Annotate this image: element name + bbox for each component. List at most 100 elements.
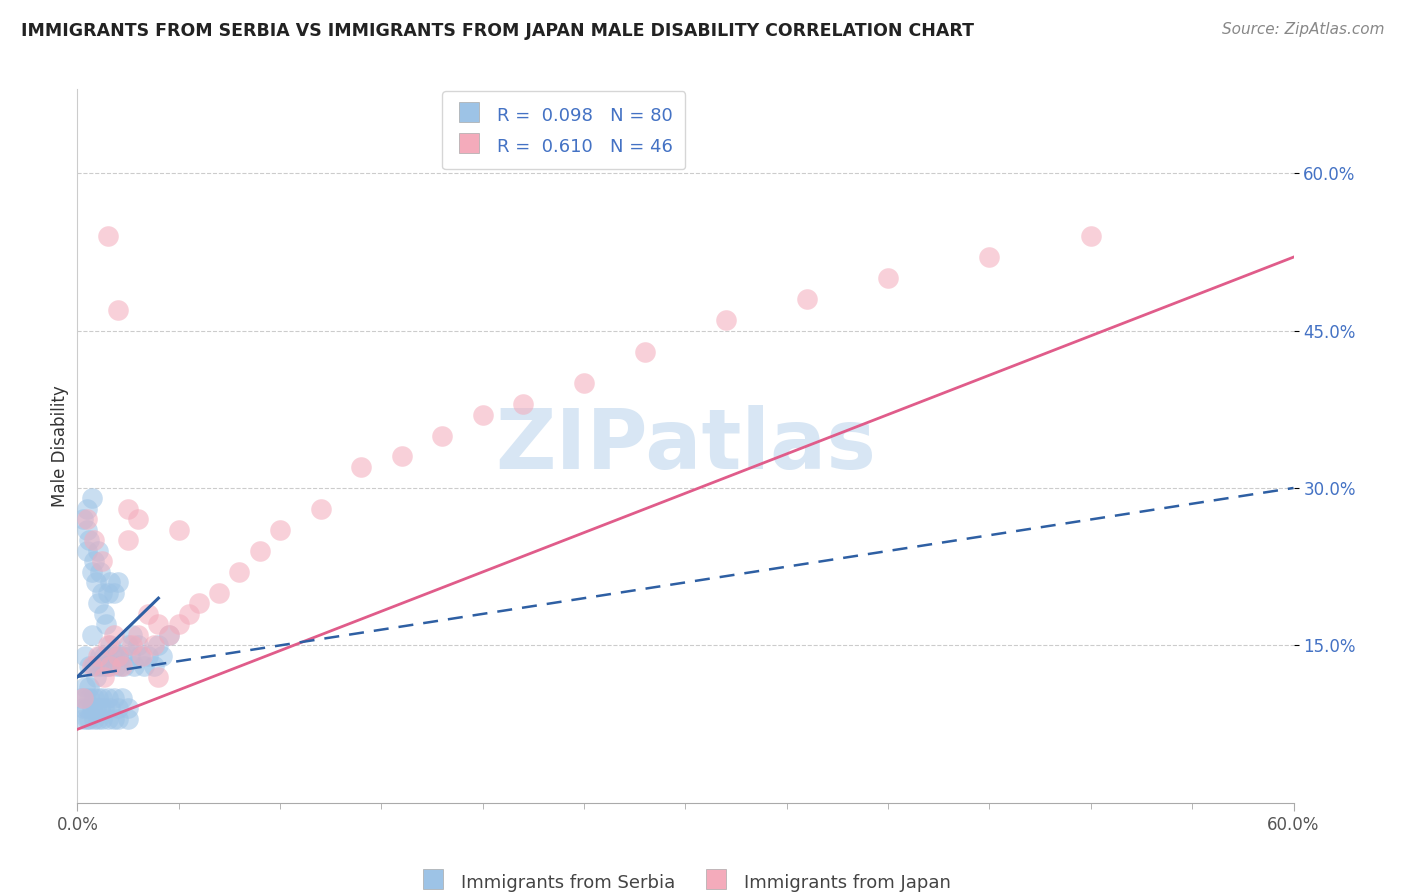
Point	[979, 250, 1001, 264]
Point	[117, 639, 139, 653]
Point	[188, 596, 211, 610]
Point	[103, 628, 125, 642]
Point	[89, 565, 111, 579]
Point	[134, 659, 156, 673]
Point	[72, 712, 94, 726]
Point	[75, 648, 97, 663]
Point	[108, 659, 131, 673]
Point	[121, 628, 143, 642]
Point	[72, 701, 94, 715]
Point	[90, 586, 112, 600]
Point	[122, 659, 145, 673]
Point	[79, 690, 101, 705]
Point	[634, 344, 657, 359]
Point	[177, 607, 200, 621]
Point	[127, 639, 149, 653]
Text: IMMIGRANTS FROM SERBIA VS IMMIGRANTS FROM JAPAN MALE DISABILITY CORRELATION CHAR: IMMIGRANTS FROM SERBIA VS IMMIGRANTS FRO…	[21, 22, 974, 40]
Point	[97, 639, 120, 653]
Point	[512, 397, 534, 411]
Point	[796, 292, 818, 306]
Point	[98, 659, 121, 673]
Point	[93, 648, 115, 663]
Point	[98, 575, 121, 590]
Point	[86, 596, 108, 610]
Point	[76, 712, 98, 726]
Point	[98, 639, 121, 653]
Point	[103, 648, 125, 663]
Point	[93, 607, 115, 621]
Text: ZIPatlas: ZIPatlas	[495, 406, 876, 486]
Point	[391, 450, 413, 464]
Point	[80, 659, 103, 673]
Point	[112, 659, 135, 673]
Point	[76, 701, 98, 715]
Point	[84, 575, 107, 590]
Point	[79, 533, 101, 548]
Point	[136, 607, 159, 621]
Point	[148, 617, 170, 632]
Point	[86, 659, 108, 673]
Point	[72, 512, 94, 526]
Point	[167, 523, 190, 537]
Point	[101, 648, 124, 663]
Point	[107, 701, 129, 715]
Point	[877, 271, 900, 285]
Point	[148, 670, 170, 684]
Point	[350, 460, 373, 475]
Point	[129, 648, 152, 663]
Point	[572, 376, 595, 390]
Point	[89, 701, 111, 715]
Point	[83, 712, 105, 726]
Point	[228, 565, 250, 579]
Point	[714, 313, 737, 327]
Point	[86, 690, 108, 705]
Point	[208, 586, 231, 600]
Point	[143, 639, 166, 653]
Legend: Immigrants from Serbia, Immigrants from Japan: Immigrants from Serbia, Immigrants from …	[411, 862, 960, 892]
Point	[131, 648, 153, 663]
Point	[136, 648, 159, 663]
Point	[104, 659, 127, 673]
Point	[118, 648, 141, 663]
Point	[76, 523, 98, 537]
Point	[90, 659, 112, 673]
Point	[97, 659, 120, 673]
Point	[121, 639, 143, 653]
Point	[471, 408, 494, 422]
Point	[76, 512, 98, 526]
Point	[107, 575, 129, 590]
Point	[80, 628, 103, 642]
Point	[117, 502, 139, 516]
Point	[157, 628, 180, 642]
Point	[75, 681, 97, 695]
Point	[83, 690, 105, 705]
Point	[103, 712, 125, 726]
Point	[76, 544, 98, 558]
Point	[103, 586, 125, 600]
Point	[86, 648, 108, 663]
Point	[94, 617, 117, 632]
Point	[309, 502, 332, 516]
Point	[76, 502, 98, 516]
Point	[117, 533, 139, 548]
Point	[80, 701, 103, 715]
Point	[89, 648, 111, 663]
Point	[79, 712, 101, 726]
Point	[111, 648, 134, 663]
Point	[72, 690, 94, 705]
Point	[269, 523, 291, 537]
Point	[90, 690, 112, 705]
Point	[111, 659, 134, 673]
Point	[103, 690, 125, 705]
Point	[97, 690, 120, 705]
Point	[84, 701, 107, 715]
Point	[93, 701, 115, 715]
Point	[143, 659, 166, 673]
Point	[249, 544, 271, 558]
Point	[80, 565, 103, 579]
Point	[157, 628, 180, 642]
Point	[93, 670, 115, 684]
Point	[83, 554, 105, 568]
Point	[107, 648, 129, 663]
Point	[70, 690, 93, 705]
